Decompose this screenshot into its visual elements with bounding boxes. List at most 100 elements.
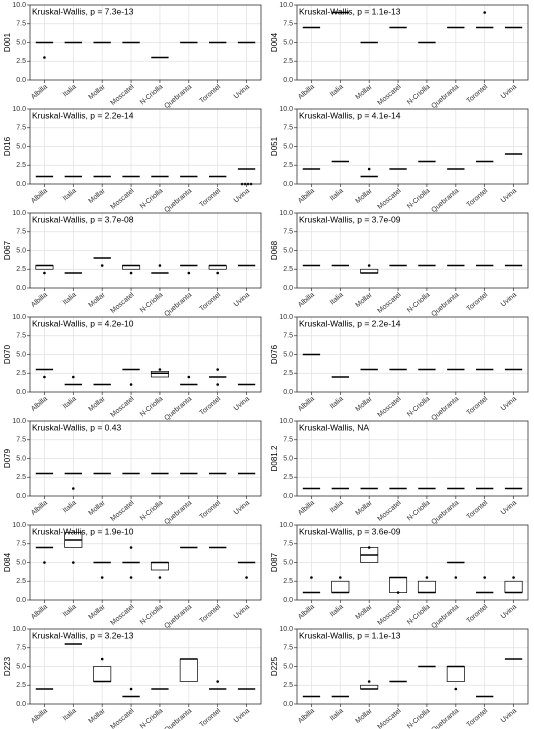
x-tick-label: Moscatel [110,603,136,627]
y-tick-label: 10.0 [12,106,26,113]
x-tick-label: Albilla [297,396,316,413]
x-tick-label: N-Criolla [139,84,164,107]
y-tick-label: 5.0 [16,39,26,46]
x-tick-label: Moscatel [110,187,136,211]
outlier [310,576,313,579]
x-tick-label: Moscatel [377,603,403,627]
plot-border [29,4,262,81]
x-tick-label: Italia [62,84,78,99]
y-tick-label: 10.0 [279,2,293,9]
y-tick-label: 5.0 [16,351,26,358]
x-tick-label: Albilla [30,292,49,309]
plot-border [29,524,262,601]
outlier [187,271,191,275]
x-tick-label: Torontel [199,187,223,209]
box [417,580,436,593]
y-tick-label: 10.0 [12,522,26,529]
x-tick-label: Italia [329,604,345,619]
x-tick-label: Torontel [199,395,223,417]
y-tick-label: 0.0 [283,181,293,188]
plot-border [29,628,262,705]
x-tick-label: Mollar [88,603,108,621]
panel-title: Kruskal-Wallis, p = 3.2e-13 [32,630,134,640]
x-tick-label: Moscatel [377,83,403,107]
x-tick-label: Italia [62,396,78,411]
outlier [158,264,162,267]
outlier [512,576,515,579]
y-tick-label: 2.5 [283,370,293,377]
x-tick-label: Moscatel [110,291,136,315]
x-tick-label: Albilla [297,500,316,517]
x-tick-label: Quebranta [163,708,193,729]
y-axis-label: D223 [3,656,12,676]
y-axis-label: D004 [270,32,279,52]
y-tick-label: 10.0 [279,522,293,529]
outlier [129,546,133,549]
y-tick-label: 2.5 [283,162,293,169]
outlier [43,561,46,564]
y-axis-label: D016 [3,136,12,156]
y-tick-label: 7.5 [16,437,26,444]
outlier [43,56,46,59]
x-tick-label: N-Criolla [139,604,164,627]
x-tick-label: N-Criolla [139,188,164,211]
x-tick-label: N-Criolla [139,396,164,419]
y-tick-label: 2.5 [283,682,293,689]
x-tick-label: Uvina [500,604,518,621]
y-tick-label: 5.0 [16,663,26,670]
y-axis-label: D087 [270,552,279,572]
x-tick-label: Albilla [30,188,49,205]
outlier [187,375,191,379]
x-tick-label: N-Criolla [139,292,164,315]
y-tick-label: 0.0 [283,389,293,396]
box [150,371,169,378]
x-tick-label: Quebranta [163,292,193,319]
x-tick-label: Italia [62,708,78,723]
x-tick-label: Quebranta [430,84,460,111]
x-tick-label: Mollar [355,603,375,621]
x-tick-label: Mollar [88,707,108,725]
outlier [367,680,371,683]
x-tick-label: Moscatel [110,499,136,523]
x-tick-label: Albilla [30,396,49,413]
y-tick-label: 5.0 [283,143,293,150]
y-tick-label: 5.0 [283,247,293,254]
y-tick-label: 10.0 [279,106,293,113]
x-tick-label: N-Criolla [406,708,431,729]
outlier [100,576,104,579]
plot-border [29,420,262,497]
x-tick-label: Uvina [233,604,251,621]
x-tick-label: Italia [62,604,78,619]
x-tick-label: Quebranta [430,292,460,319]
y-tick-label: 2.5 [283,266,293,273]
x-tick-label: Italia [62,500,78,515]
x-tick-label: Torontel [199,603,223,625]
plot-border [296,212,529,289]
outlier [72,561,75,564]
outlier [216,271,219,275]
outlier [396,591,400,594]
x-tick-label: N-Criolla [139,500,164,523]
outlier [129,576,133,579]
panel: 0.0 2.5 5.0 7.5 10.0 D070 Albilla Italia Mollar M… [3,314,262,422]
panel: 0.0 2.5 5.0 7.5 10.0 D076 Albilla Italia Mollar M… [270,314,529,423]
y-tick-label: 2.5 [16,682,26,689]
x-tick-label: Quebranta [430,708,460,729]
y-tick-label: 5.0 [16,455,26,462]
panel-title: Kruskal-Wallis, p = 3.6e-09 [299,526,401,536]
x-tick-label: Italia [329,292,345,307]
panel-title: Kruskal-Wallis, p = 1.9e-10 [32,526,134,536]
y-tick-label: 2.5 [16,578,26,585]
y-tick-label: 7.5 [283,541,293,548]
x-tick-label: Quebranta [430,396,460,423]
panel: 0.0 2.5 5.0 7.5 10.0 D084 Albilla Italia Mollar M… [3,522,262,630]
outlier [245,576,248,579]
outlier [425,576,429,579]
box [446,666,465,682]
y-tick-label: 5.0 [283,663,293,670]
x-tick-label: Mollar [88,83,108,101]
panel-title: Kruskal-Wallis, p = 1.1e-13 [299,6,401,16]
y-tick-label: 5.0 [16,559,26,566]
outlier [158,368,162,371]
x-tick-label: Mollar [88,291,108,309]
